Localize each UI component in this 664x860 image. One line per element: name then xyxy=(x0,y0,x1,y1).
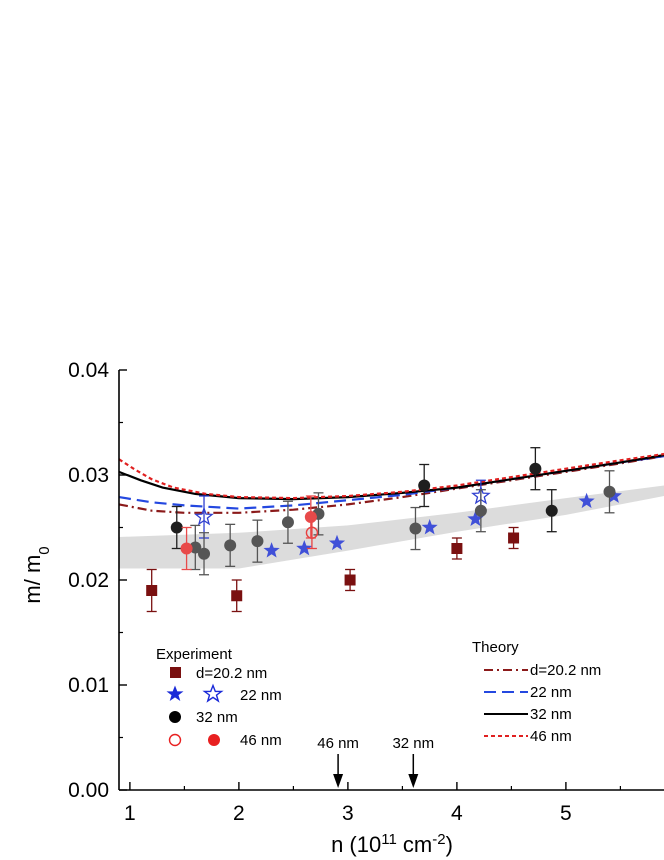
theory-curve-2 xyxy=(118,454,664,501)
y-axis-title: m/ m0 xyxy=(20,546,53,603)
annotation-arrow-head-1 xyxy=(408,774,419,788)
point-s4-p7 xyxy=(474,504,487,517)
legend-marker-star-open xyxy=(202,683,224,703)
legend-marker-square xyxy=(170,667,181,678)
y-tick-label-3: 0.03 xyxy=(68,464,109,487)
point-s4-p6 xyxy=(409,522,422,535)
theory-curve-3 xyxy=(118,452,664,500)
legend-marker-star-filled xyxy=(166,685,184,701)
confidence-band-layer xyxy=(119,485,664,569)
point-s1-p3 xyxy=(421,519,438,535)
legend-marker-circle-red xyxy=(208,734,220,746)
legend-marker-circle-black xyxy=(169,711,181,723)
x-tick-label-1: 2 xyxy=(233,802,245,825)
experiment-points xyxy=(146,447,622,613)
point-s0-p3 xyxy=(451,543,463,554)
point-s1-p0 xyxy=(263,542,280,558)
point-s4-p0 xyxy=(189,541,202,554)
y-tick-label-2: 0.02 xyxy=(68,569,109,592)
legend-label-20nm: d=20.2 nm xyxy=(196,665,267,682)
tick-labels: 1 2 3 4 5 0.00 0.01 0.02 0.03 0.04 xyxy=(68,359,572,825)
point-s6-p1 xyxy=(304,511,317,523)
point-s1-p2 xyxy=(328,534,346,551)
legend-label-22nm: 22 nm xyxy=(240,687,282,704)
point-s0-p4 xyxy=(508,532,520,544)
legend-label-32nm: 32 nm xyxy=(196,709,238,726)
point-s1-p4 xyxy=(467,510,484,526)
legend-label-46nm: 46 nm xyxy=(240,732,282,749)
point-s4-p2 xyxy=(224,539,237,552)
point-s4-p8 xyxy=(603,485,616,498)
x-tick-label-3: 4 xyxy=(451,802,463,825)
point-s6-p0 xyxy=(180,542,193,555)
point-s3-p2 xyxy=(529,462,542,475)
experiment-legend: d=20.2 nm 22 nm 32 nm 46 nm xyxy=(166,665,282,749)
point-s3-p1 xyxy=(418,479,431,492)
point-s4-p4 xyxy=(281,516,294,529)
theory-label-22nm: 22 nm xyxy=(530,684,572,701)
theory-label-46nm: 46 nm xyxy=(530,728,572,745)
theory-curves xyxy=(118,452,664,514)
point-s4-p1 xyxy=(198,547,211,560)
annotation-label-0: 46 nm xyxy=(317,735,359,752)
density-annotations: 46 nm 32 nm xyxy=(317,735,434,788)
point-s2-p0 xyxy=(194,506,214,526)
y-tick-label-1: 0.01 xyxy=(68,674,109,697)
theory-legend: d=20.2 nm 22 nm 32 nm 46 nm xyxy=(484,662,601,745)
point-s1-p5 xyxy=(578,492,595,509)
annotation-label-1: 32 nm xyxy=(392,735,434,752)
theory-label-20nm: d=20.2 nm xyxy=(530,662,601,679)
confidence-band xyxy=(119,485,664,569)
x-tick-label-4: 5 xyxy=(560,802,572,825)
legend-marker-circle-open-red xyxy=(168,733,182,747)
axes xyxy=(118,369,664,791)
theory-legend-title: Theory xyxy=(472,639,519,656)
point-s3-p0 xyxy=(170,521,183,534)
point-s0-p2 xyxy=(344,574,356,586)
point-s1-p1 xyxy=(296,540,313,556)
experiment-legend-title: Experiment xyxy=(156,646,233,663)
point-s4-p3 xyxy=(251,535,264,548)
point-s0-p0 xyxy=(146,585,158,596)
x-axis-title: n (1011 cm-2) xyxy=(331,831,453,858)
annotation-arrow-head-0 xyxy=(333,774,344,788)
point-s0-p1 xyxy=(231,590,243,602)
y-tick-label-0: 0.00 xyxy=(68,779,109,802)
x-tick-label-2: 3 xyxy=(342,802,354,825)
point-s3-p3 xyxy=(545,504,558,517)
x-tick-label-0: 1 xyxy=(124,802,136,825)
theory-label-32nm: 32 nm xyxy=(530,706,572,723)
y-tick-label-4: 0.04 xyxy=(68,359,109,382)
